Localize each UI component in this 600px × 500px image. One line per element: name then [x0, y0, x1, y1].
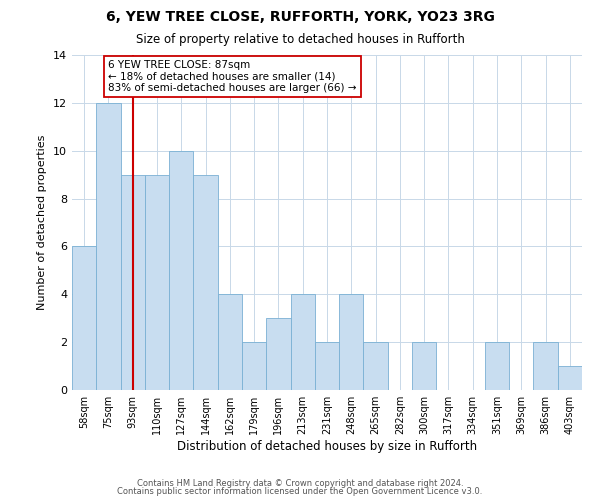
X-axis label: Distribution of detached houses by size in Rufforth: Distribution of detached houses by size … — [177, 440, 477, 453]
Bar — [485, 342, 509, 390]
Y-axis label: Number of detached properties: Number of detached properties — [37, 135, 47, 310]
Bar — [96, 103, 121, 390]
Text: 6, YEW TREE CLOSE, RUFFORTH, YORK, YO23 3RG: 6, YEW TREE CLOSE, RUFFORTH, YORK, YO23 … — [106, 10, 494, 24]
Text: Contains public sector information licensed under the Open Government Licence v3: Contains public sector information licen… — [118, 487, 482, 496]
Bar — [193, 174, 218, 390]
Bar — [290, 294, 315, 390]
Bar — [339, 294, 364, 390]
Bar — [558, 366, 582, 390]
Bar — [145, 174, 169, 390]
Bar — [315, 342, 339, 390]
Bar — [121, 174, 145, 390]
Text: Contains HM Land Registry data © Crown copyright and database right 2024.: Contains HM Land Registry data © Crown c… — [137, 478, 463, 488]
Bar — [218, 294, 242, 390]
Bar — [266, 318, 290, 390]
Text: 6 YEW TREE CLOSE: 87sqm
← 18% of detached houses are smaller (14)
83% of semi-de: 6 YEW TREE CLOSE: 87sqm ← 18% of detache… — [109, 60, 357, 93]
Text: Size of property relative to detached houses in Rufforth: Size of property relative to detached ho… — [136, 32, 464, 46]
Bar — [533, 342, 558, 390]
Bar — [242, 342, 266, 390]
Bar — [169, 150, 193, 390]
Bar — [364, 342, 388, 390]
Bar — [72, 246, 96, 390]
Bar — [412, 342, 436, 390]
